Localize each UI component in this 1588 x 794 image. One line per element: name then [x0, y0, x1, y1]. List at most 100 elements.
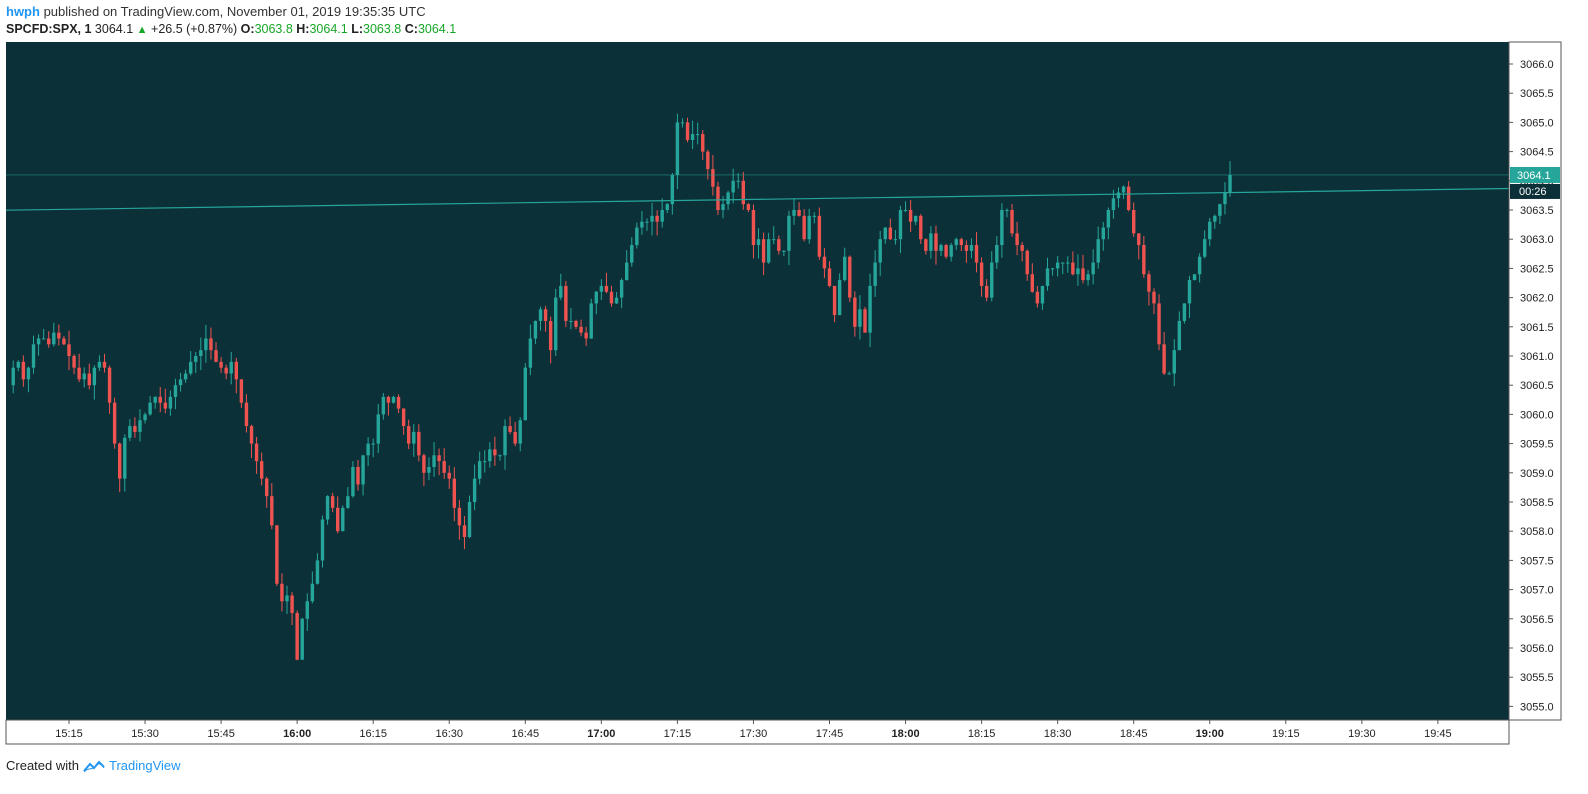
candle-body	[386, 396, 391, 403]
candle-body	[1030, 274, 1034, 292]
candle-body	[112, 402, 117, 444]
candle-body	[249, 426, 254, 444]
up-arrow-icon: ▲	[136, 24, 148, 36]
candle-body	[853, 297, 857, 327]
candle-body	[1132, 210, 1136, 234]
candle-body	[16, 361, 20, 368]
close-label: C:	[404, 22, 418, 36]
time-tick-label: 18:00	[891, 728, 919, 740]
candle-body	[77, 367, 81, 380]
candle-body	[589, 303, 593, 339]
candle-body	[944, 245, 948, 257]
candle-body	[807, 215, 811, 240]
candle-body	[959, 239, 964, 246]
candle-body	[873, 262, 877, 286]
candle-body	[660, 210, 664, 222]
candle-body	[1106, 210, 1111, 228]
candle-body	[1172, 350, 1176, 374]
price-tick-label: 3056.5	[1520, 614, 1554, 626]
candle-body	[766, 239, 771, 263]
candle-body	[777, 239, 781, 251]
price-tick-label: 3062.0	[1520, 293, 1554, 305]
candle-body	[726, 192, 730, 205]
candle-body	[265, 478, 269, 497]
candle-body	[138, 420, 142, 432]
tradingview-brand[interactable]: TradingView	[108, 758, 181, 773]
candle-body	[716, 186, 720, 210]
time-tick-label: 15:30	[131, 728, 159, 740]
trendline[interactable]	[5, 187, 1510, 211]
candle-body	[1000, 210, 1004, 246]
candle-body	[878, 239, 882, 263]
candle-body	[199, 350, 203, 356]
price-tick-label: 3059.0	[1520, 468, 1554, 480]
candle-body	[584, 332, 588, 339]
candle-body	[690, 134, 695, 140]
candle-body	[645, 221, 649, 223]
candle-body	[62, 338, 66, 345]
time-axis[interactable]	[5, 719, 1510, 745]
candle-body	[640, 221, 644, 228]
candle-body	[711, 169, 715, 187]
time-tick-label: 18:45	[1120, 728, 1148, 740]
countdown-box	[1510, 183, 1560, 199]
candle-body	[1015, 233, 1019, 246]
candle-body	[1192, 274, 1197, 281]
candle-body	[1182, 303, 1187, 321]
candle-body	[579, 326, 583, 333]
candle-body	[239, 379, 244, 403]
candle-body	[1142, 245, 1146, 275]
candle-body	[341, 507, 345, 532]
candlestick-chart[interactable]: 3066.03065.53065.03064.53064.03063.53063…	[0, 40, 1588, 752]
candle-body	[1010, 210, 1014, 234]
candle-body	[315, 560, 320, 584]
candle-body	[41, 338, 46, 340]
candle-body	[619, 280, 624, 298]
candle-body	[827, 268, 832, 286]
price-tick-label: 3065.0	[1520, 117, 1554, 129]
tradingview-logo-icon[interactable]	[83, 759, 105, 773]
close-value: 3064.1	[417, 22, 457, 36]
candle-body	[295, 612, 299, 660]
time-tick-label: 16:00	[283, 728, 311, 740]
candle-body	[990, 262, 994, 298]
candle-body	[741, 180, 746, 205]
candle-body	[523, 367, 527, 421]
price-tick-label: 3058.0	[1520, 526, 1554, 538]
price-tick-label: 3055.0	[1520, 701, 1554, 713]
time-tick-label: 17:45	[816, 728, 844, 740]
candle-body	[376, 414, 380, 444]
candle-body	[1202, 239, 1207, 257]
author-link[interactable]: hwph	[6, 4, 40, 19]
time-tick-label: 19:00	[1196, 728, 1224, 740]
candle-body	[761, 239, 766, 263]
candles-layer	[11, 113, 1232, 661]
candle-body	[903, 210, 908, 211]
candle-body	[1025, 250, 1029, 275]
candle-body	[275, 525, 279, 584]
open-value: 3063.8	[254, 22, 293, 36]
time-tick-label: 15:15	[55, 728, 83, 740]
candle-body	[665, 204, 669, 210]
candle-body	[609, 291, 614, 304]
price-tick-label: 3064.5	[1520, 147, 1554, 159]
candle-body	[452, 478, 457, 508]
price-tick-label: 3060.5	[1520, 380, 1554, 392]
candle-body	[883, 227, 887, 240]
candle-body	[569, 320, 573, 322]
candle-body	[543, 309, 548, 321]
publish-info: published on TradingView.com, November 0…	[43, 4, 426, 19]
candle-body	[670, 174, 675, 205]
candle-body	[1177, 320, 1182, 351]
price-axis[interactable]	[1508, 41, 1562, 721]
symbol-label[interactable]: SPCFD:SPX, 1	[6, 22, 92, 36]
candle-body	[995, 245, 999, 263]
candle-body	[913, 215, 918, 222]
candle-body	[792, 210, 796, 216]
last-price: 3064.1	[94, 22, 134, 36]
candle-body	[1081, 268, 1085, 281]
time-tick-label: 18:15	[968, 728, 996, 740]
candle-body	[396, 396, 401, 409]
candle-body	[330, 496, 335, 508]
time-tick-label: 16:45	[512, 728, 540, 740]
